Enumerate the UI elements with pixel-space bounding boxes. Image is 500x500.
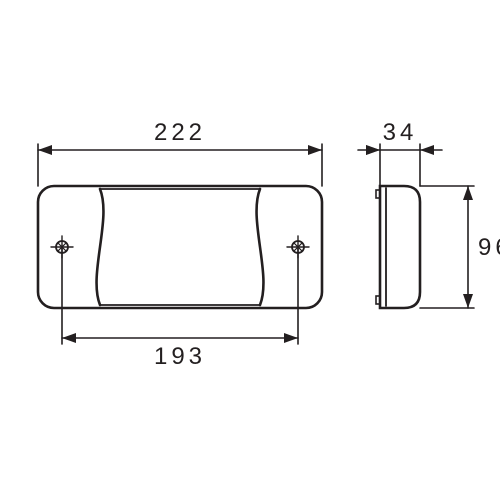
dim-hole-spacing: 193	[154, 343, 206, 370]
technical-drawing: 222 193 34 96	[0, 0, 500, 500]
front-outline	[38, 186, 322, 308]
dim-height: 96	[478, 234, 500, 261]
dim-overall-width: 222	[154, 119, 206, 146]
dim-depth: 34	[383, 119, 418, 146]
